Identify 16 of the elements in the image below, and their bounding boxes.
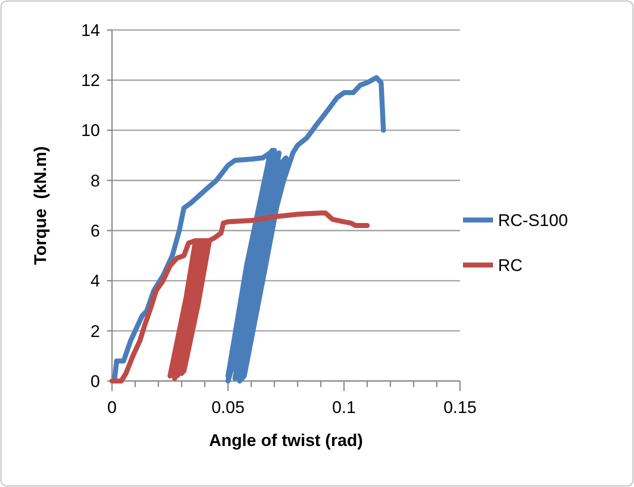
legend-label: RC-S100 xyxy=(498,210,568,230)
y-axis-title: Torque (kN.m) xyxy=(31,146,50,265)
x-tick-label: 0 xyxy=(107,398,117,417)
x-tick-label: 0.1 xyxy=(332,398,356,417)
x-tick-label: 0.05 xyxy=(211,398,245,417)
y-tick-label: 12 xyxy=(81,71,100,90)
y-tick-label: 4 xyxy=(90,272,100,291)
x-tick-label: 0.15 xyxy=(443,398,477,417)
y-tick-label: 0 xyxy=(90,372,100,391)
y-tick-label: 14 xyxy=(81,20,100,40)
y-tick-label: 2 xyxy=(90,322,100,341)
y-tick-label: 10 xyxy=(81,121,100,140)
y-tick-label: 6 xyxy=(90,222,100,241)
x-axis-title: Angle of twist (rad) xyxy=(209,431,363,450)
y-tick-label: 8 xyxy=(90,171,100,190)
legend-label: RC xyxy=(498,256,523,275)
